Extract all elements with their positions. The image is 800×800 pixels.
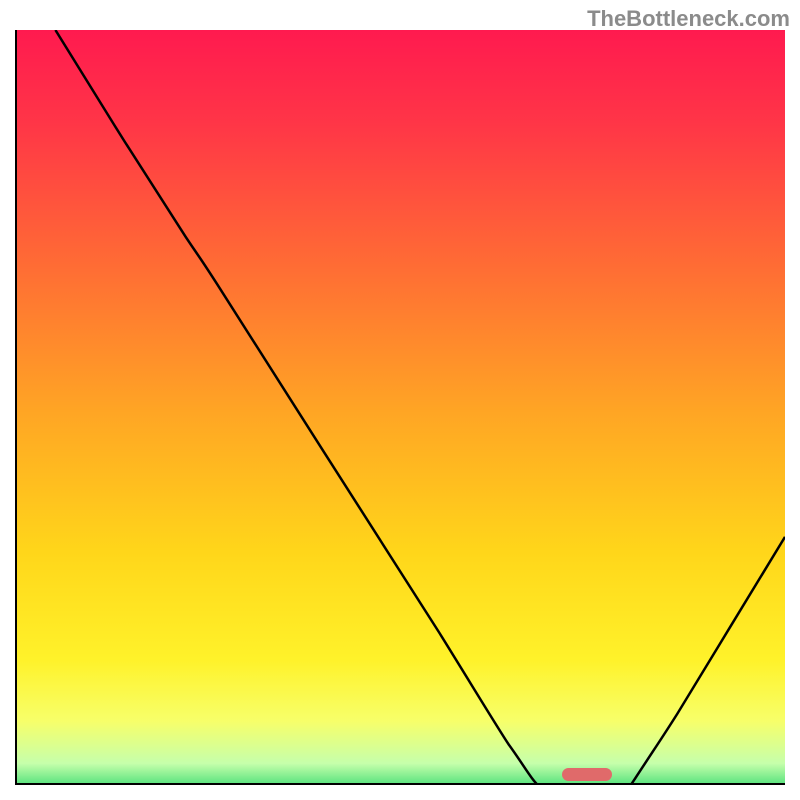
optimal-zone-marker [562,768,612,782]
heat-gradient-background [17,30,785,785]
plot-area [15,30,785,785]
watermark-text: TheBottleneck.com [587,6,790,32]
